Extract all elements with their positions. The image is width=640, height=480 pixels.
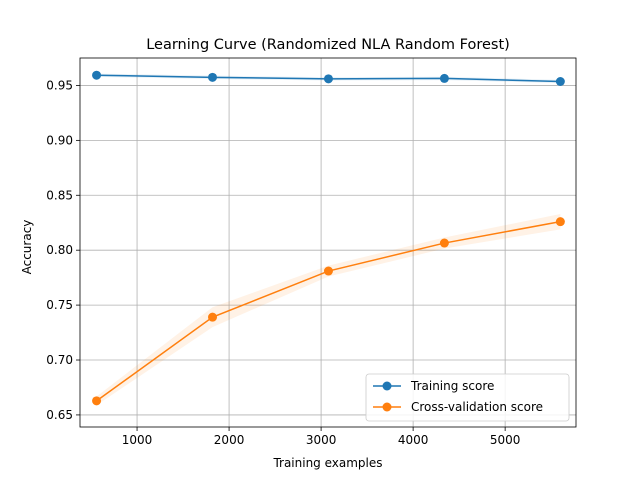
cv-score-band [96, 213, 561, 406]
score-bands [96, 73, 561, 406]
training-score-point [208, 72, 218, 82]
plot-frame [79, 57, 577, 428]
x-tick-label: 1000 [122, 433, 153, 447]
x-axis-ticks: 1000 2000 3000 4000 5000 [122, 427, 521, 447]
grid [80, 58, 576, 427]
y-tick-label: 0.80 [46, 243, 73, 257]
y-axis-label: Accuracy [20, 220, 34, 275]
x-tick-label: 5000 [490, 433, 521, 447]
training-score-point [92, 70, 102, 80]
cv-score-point [439, 238, 449, 248]
legend-marker-cv [382, 402, 392, 412]
cv-score-point [555, 217, 565, 227]
training-score-point [555, 77, 565, 87]
series-points [92, 70, 565, 406]
y-tick-label: 0.95 [46, 78, 73, 92]
training-score-point [439, 73, 449, 83]
legend-label-cv: Cross-validation score [411, 400, 543, 414]
x-tick-label: 2000 [214, 433, 245, 447]
x-tick-label: 4000 [398, 433, 429, 447]
cv-score-point [208, 312, 218, 322]
training-score-point [323, 74, 333, 84]
legend-label-training: Training score [410, 379, 494, 393]
x-tick-label: 3000 [306, 433, 337, 447]
cv-score-point [323, 266, 333, 276]
chart-title: Learning Curve (Randomized NLA Random Fo… [146, 37, 510, 53]
y-tick-label: 0.75 [46, 298, 73, 312]
legend: Training score Cross-validation score [365, 373, 570, 422]
y-tick-label: 0.70 [46, 353, 73, 367]
y-tick-label: 0.65 [46, 408, 73, 422]
y-tick-label: 0.90 [46, 133, 73, 147]
x-axis-label: Training examples [272, 456, 382, 470]
legend-marker-training [382, 381, 392, 391]
y-tick-label: 0.85 [46, 188, 73, 202]
legend-box [365, 373, 570, 422]
cv-score-point [92, 396, 102, 406]
y-axis-ticks: 0.65 0.70 0.75 0.80 0.85 0.90 0.95 [46, 78, 80, 422]
